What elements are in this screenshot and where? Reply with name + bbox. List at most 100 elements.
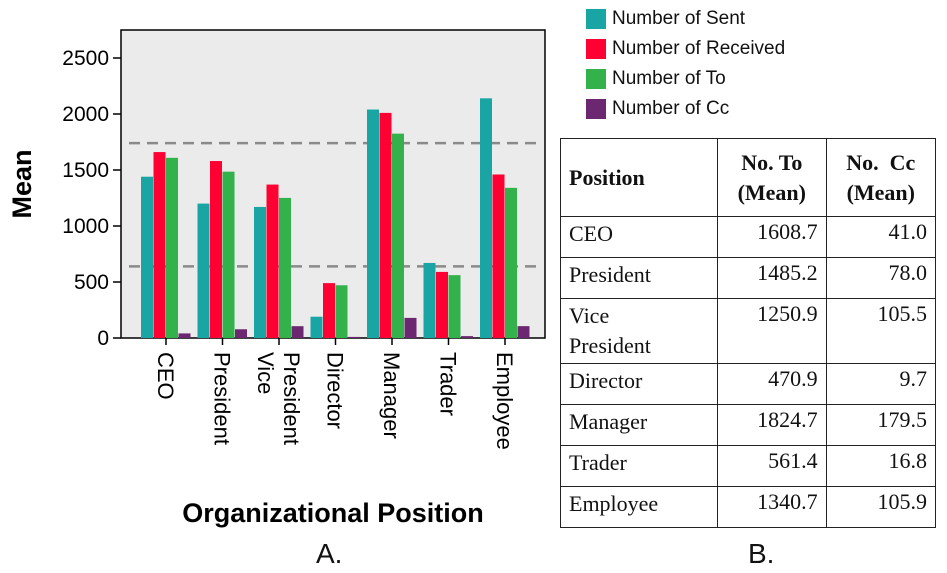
- panel-label-a: A.: [316, 538, 343, 569]
- bar-number-of-to: [505, 187, 517, 338]
- legend-label-cc: Number of Cc: [612, 98, 730, 119]
- table-row: Vice President 1250.9 105.5: [560, 298, 937, 364]
- bar-number-of-received: [436, 271, 448, 338]
- bar-number-of-cc: [404, 317, 417, 338]
- cell-no-to: 1340.7: [717, 486, 827, 528]
- bar-number-of-cc: [235, 329, 247, 338]
- bar-number-of-cc: [291, 326, 304, 338]
- y-tick-label: 0: [97, 327, 109, 350]
- legend-swatch-received: [586, 39, 606, 59]
- x-tick-label-line: Trader: [436, 352, 461, 416]
- bar-number-of-sent: [310, 316, 323, 338]
- x-tick-label: Trader: [436, 352, 461, 416]
- bar-number-of-sent: [141, 176, 153, 338]
- table-row: President 1485.2 78.0: [560, 257, 937, 299]
- bar-number-of-to: [448, 275, 461, 338]
- cell-no-to: 1250.9: [717, 298, 827, 364]
- cell-position: Employee: [560, 486, 718, 528]
- header-no-cc-line2: (Mean): [846, 179, 915, 205]
- legend-label-received: Number of Received: [612, 38, 786, 59]
- panel-label-b: B.: [748, 538, 775, 569]
- bar-number-of-received: [210, 161, 222, 338]
- x-tick-label-line: Vice: [253, 352, 278, 394]
- bar-number-of-sent: [480, 98, 492, 338]
- position-mean-table: Position No. To (Mean) No. Cc (Mean) CEO 1…: [560, 138, 937, 528]
- bar-number-of-to: [222, 171, 235, 338]
- chart-legend: Number of Sent Number of Received Number…: [586, 4, 785, 124]
- legend-swatch-cc: [586, 99, 606, 119]
- x-tick-label: Manager: [379, 352, 404, 439]
- cell-no-to: 1485.2: [717, 257, 827, 299]
- bar-number-of-sent: [197, 203, 210, 338]
- legend-item-cc: Number of Cc: [586, 94, 785, 124]
- table-row: CEO 1608.7 41.0: [560, 216, 937, 258]
- x-tick-label: CEO: [153, 352, 178, 400]
- cell-no-cc: 16.8: [825, 445, 937, 487]
- bar-number-of-received: [153, 152, 166, 338]
- y-tick-label: 1000: [62, 215, 109, 238]
- header-position: Position: [560, 138, 718, 217]
- table-row: Employee 1340.7 105.9: [560, 486, 937, 528]
- cell-position: Director: [560, 363, 718, 405]
- x-tick-label-line: President: [279, 352, 304, 445]
- x-tick-label: Director: [323, 352, 348, 429]
- bar-number-of-sent: [367, 109, 379, 339]
- header-no-to-line1: No. To: [741, 149, 803, 175]
- y-tick-label: 1500: [62, 159, 109, 182]
- x-tick-label-line: Manager: [379, 352, 404, 439]
- x-tick-label-line: Director: [323, 352, 348, 429]
- header-no-cc: No. Cc (Mean): [825, 138, 937, 217]
- bar-number-of-received: [492, 174, 505, 338]
- x-tick-label: VicePresident: [253, 352, 304, 445]
- cell-position-line2: President: [569, 333, 651, 358]
- bar-number-of-to: [392, 133, 404, 338]
- x-tick-label: Employee: [492, 352, 517, 450]
- cell-position: CEO: [560, 216, 718, 258]
- header-no-to: No. To (Mean): [717, 138, 827, 217]
- cell-no-to: 1608.7: [717, 216, 827, 258]
- cell-position: Trader: [560, 445, 718, 487]
- x-tick-label-line: President: [210, 352, 235, 445]
- cell-no-cc: 41.0: [825, 216, 937, 258]
- cell-no-to: 561.4: [717, 445, 827, 487]
- table-header-row: Position No. To (Mean) No. Cc (Mean): [560, 138, 937, 217]
- x-axis-label: Organizational Position: [182, 498, 484, 528]
- y-tick-label: 2500: [62, 47, 109, 70]
- bar-number-of-cc: [517, 326, 530, 338]
- legend-label-to: Number of To: [612, 68, 726, 89]
- cell-position: Vice President: [560, 298, 718, 364]
- bar-number-of-sent: [423, 262, 436, 338]
- bar-number-of-cc: [461, 336, 473, 338]
- cell-no-cc: 9.7: [825, 363, 937, 405]
- bar-number-of-received: [266, 184, 279, 338]
- legend-item-received: Number of Received: [586, 34, 785, 64]
- bar-number-of-received: [323, 283, 335, 338]
- legend-swatch-to: [586, 69, 606, 89]
- legend-label-sent: Number of Sent: [612, 8, 746, 29]
- table-row: Trader 561.4 16.8: [560, 445, 937, 487]
- cell-no-cc: 179.5: [825, 404, 937, 446]
- bar-number-of-to: [279, 197, 291, 338]
- header-no-cc-line1: No. Cc: [846, 149, 916, 175]
- y-tick-label: 500: [74, 271, 109, 294]
- cell-no-to: 1824.7: [717, 404, 827, 446]
- x-tick-label-line: CEO: [153, 352, 178, 400]
- legend-swatch-sent: [586, 9, 606, 29]
- cell-position: President: [560, 257, 718, 299]
- table-row: Director 470.9 9.7: [560, 363, 937, 405]
- x-tick-label-line: Employee: [492, 352, 517, 450]
- bar-number-of-to: [166, 157, 178, 338]
- y-tick-label: 2000: [62, 103, 109, 126]
- cell-no-cc: 105.5: [825, 298, 937, 364]
- bar-number-of-cc: [178, 333, 191, 338]
- x-tick-label: President: [210, 352, 235, 445]
- cell-position: Manager: [560, 404, 718, 446]
- cell-no-to: 470.9: [717, 363, 827, 405]
- header-no-to-line2: (Mean): [737, 179, 806, 205]
- table-row: Manager 1824.7 179.5: [560, 404, 937, 446]
- bar-number-of-sent: [254, 206, 266, 338]
- bar-number-of-to: [335, 285, 348, 338]
- bar-number-of-received: [379, 112, 392, 338]
- legend-item-to: Number of To: [586, 64, 785, 94]
